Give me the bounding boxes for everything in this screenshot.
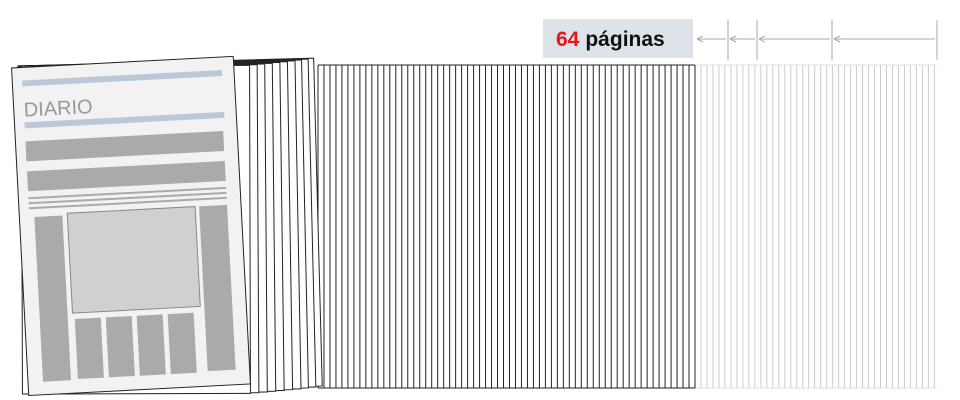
label-box: [543, 19, 693, 58]
page-count-label: 64 páginas: [556, 28, 665, 51]
masthead: DIARIO: [23, 96, 93, 122]
printed-pages: [317, 64, 696, 389]
page-count: 64: [556, 28, 580, 51]
page-unit: páginas: [585, 28, 664, 51]
scale-arrows: [696, 20, 938, 60]
newspaper: DIARIO: [11, 55, 251, 397]
empty-pages: [695, 64, 937, 389]
